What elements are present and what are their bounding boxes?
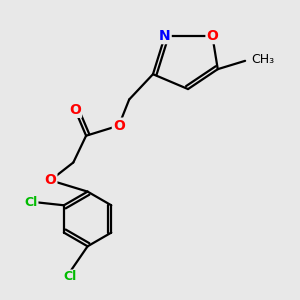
- Text: Cl: Cl: [63, 270, 76, 283]
- Text: O: O: [44, 173, 56, 187]
- Text: Cl: Cl: [25, 196, 38, 209]
- Text: N: N: [159, 29, 171, 43]
- Text: O: O: [206, 29, 218, 43]
- Text: O: O: [113, 118, 125, 133]
- Text: O: O: [69, 103, 81, 117]
- Text: CH₃: CH₃: [252, 53, 275, 66]
